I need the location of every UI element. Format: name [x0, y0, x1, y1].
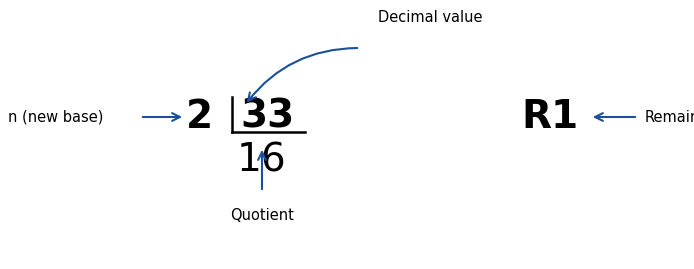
Text: 2: 2: [186, 98, 213, 136]
Text: 16: 16: [237, 141, 287, 179]
Text: Remainder: Remainder: [645, 109, 694, 125]
Text: Quotient: Quotient: [230, 207, 294, 222]
Text: Decimal value: Decimal value: [378, 10, 482, 26]
Text: R1: R1: [521, 98, 579, 136]
Text: n (new base): n (new base): [8, 109, 103, 125]
Text: 33: 33: [241, 98, 295, 136]
